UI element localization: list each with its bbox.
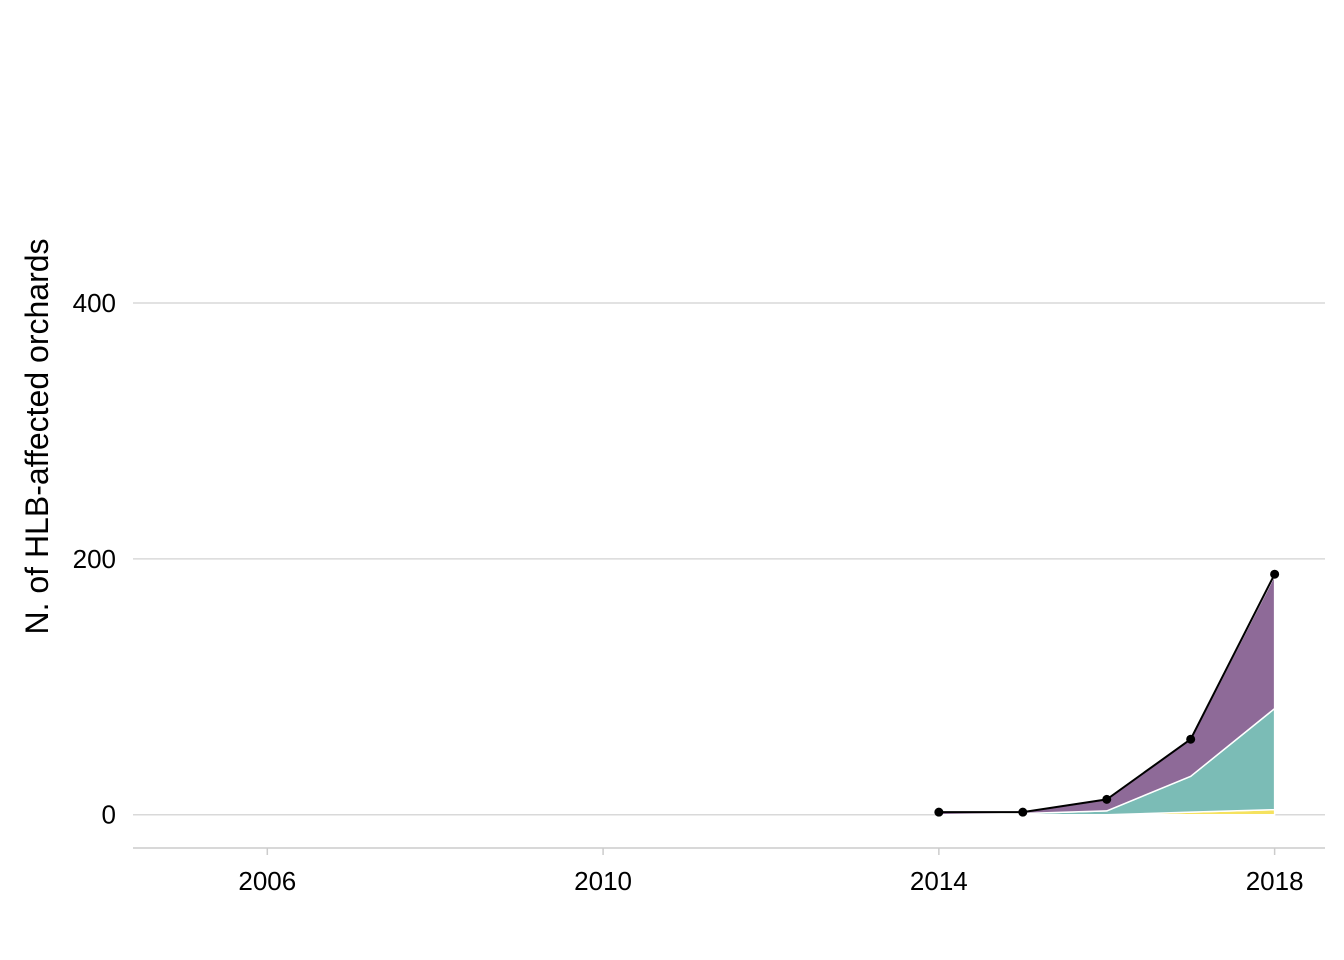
y-axis-title: N. of HLB-affected orchards [19, 238, 55, 634]
total-line-layer [934, 569, 1280, 817]
total-point-2018 [1270, 569, 1280, 579]
x-tick-label-2006: 2006 [238, 866, 296, 896]
total-point-2017 [1186, 734, 1196, 744]
gridlines [133, 302, 1325, 816]
total-point-2016 [1102, 794, 1112, 804]
stacked-areas [938, 574, 1276, 816]
x-tick-label-2014: 2014 [910, 866, 968, 896]
x-tick-label-2010: 2010 [574, 866, 632, 896]
total-point-2014 [934, 807, 944, 817]
x-axis-ticks: 2006 2010 2014 2018 [238, 848, 1304, 896]
y-tick-label-400: 400 [73, 288, 116, 318]
y-tick-label-0: 0 [102, 800, 116, 830]
y-tick-label-200: 200 [73, 544, 116, 574]
x-tick-label-2018: 2018 [1246, 866, 1304, 896]
total-point-2015 [1018, 807, 1028, 817]
y-axis-ticks: 0 200 400 [73, 288, 116, 830]
